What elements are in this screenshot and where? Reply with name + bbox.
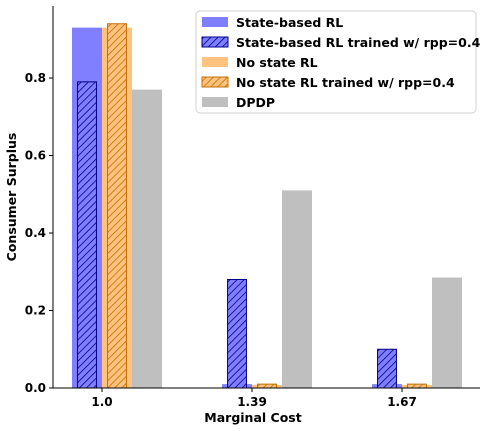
bar-series-1-cat-0 [77,81,97,389]
x-axis-label: Marginal Cost [204,410,301,425]
legend-frame [195,10,477,114]
legend-label: No state RL [236,55,318,70]
bar-series-4-cat-2 [432,277,462,388]
bar-series-4-cat-0 [132,89,162,389]
bar-series-1-cat-1 [227,279,247,389]
legend-label: DPDP [236,95,275,110]
legend: State-based RL State-based RL trained w/ … [195,10,481,114]
y-tick-label: 0.6 [25,149,46,163]
bar-series-3-cat-0 [107,23,127,389]
legend-label: State-based RL trained w/ rpp=0.4 [236,35,481,50]
bar-series-4-cat-1 [282,190,312,389]
x-tick-label: 1.67 [387,395,417,409]
bar-series-1-cat-2 [377,348,397,389]
legend-swatch [202,17,228,27]
legend-label: No state RL trained w/ rpp=0.4 [236,75,455,90]
bar-series-3-cat-1 [257,383,277,389]
x-ticks: 1.0 1.39 1.67 [91,388,417,409]
legend-swatch [202,57,228,67]
y-ticks: 0.0 0.2 0.4 0.6 0.8 [25,71,53,395]
x-tick-label: 1.0 [91,395,112,409]
y-tick-label: 0.4 [25,226,46,240]
legend-swatch [201,36,229,48]
y-tick-label: 0.2 [25,304,46,318]
y-tick-label: 0.0 [25,381,46,395]
axes-layer [52,6,480,389]
y-axis-label: Consumer Surplus [4,133,19,262]
bar-series-3-cat-2 [407,383,427,389]
bars-layer [72,23,462,389]
x-tick-label: 1.39 [237,395,267,409]
legend-swatch [201,76,229,88]
y-tick-label: 0.8 [25,71,46,85]
legend-label: State-based RL [236,15,343,30]
legend-swatch [202,97,228,107]
